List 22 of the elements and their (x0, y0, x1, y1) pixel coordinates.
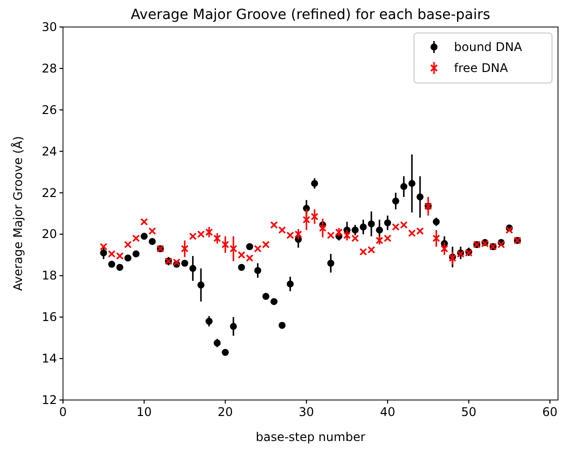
y-tick-label: 20 (42, 227, 57, 242)
chart-title: Average Major Groove (refined) for each base-pairs (130, 7, 490, 23)
y-tick-label: 16 (42, 310, 57, 324)
y-tick-label: 28 (42, 61, 57, 76)
y-tick-label: 18 (42, 268, 57, 283)
x-tick-label: 40 (380, 405, 396, 419)
y-tick-label: 22 (42, 186, 57, 200)
x-axis-title: base-step number (256, 430, 366, 444)
y-tick-label: 30 (42, 20, 57, 34)
x-tick-label: 60 (542, 405, 558, 419)
y-tick-label: 12 (42, 393, 57, 407)
legend-label: free DNA (454, 61, 509, 75)
y-tick-label: 26 (42, 102, 57, 117)
y-tick-label: 24 (42, 144, 57, 158)
legend-label: bound DNA (454, 40, 523, 54)
x-tick-label: 30 (298, 405, 314, 419)
x-tick-label: 10 (136, 405, 152, 419)
y-tick-label: 14 (42, 352, 57, 366)
x-tick-label: 50 (461, 405, 476, 419)
x-tick-label: 0 (59, 405, 67, 419)
y-axis-title: Average Major Groove (Å) (10, 136, 25, 291)
x-tick-label: 20 (218, 405, 233, 419)
